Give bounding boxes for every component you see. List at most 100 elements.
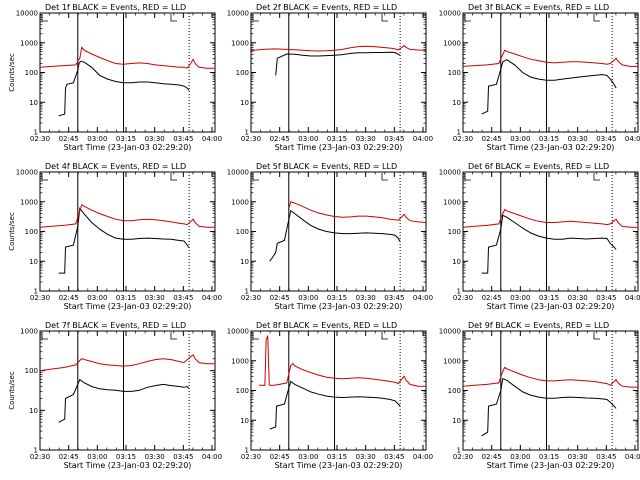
chart-title: Det 1f BLACK = Events, RED = LLD — [45, 3, 186, 12]
x-tick-label: 04:00 — [202, 453, 222, 461]
x-axis-label: Start Time (23-Jan-03 02:29:20) — [275, 143, 403, 152]
y-tick-label: 10 — [240, 417, 249, 425]
lld-series-line — [462, 366, 638, 388]
bracket-mark — [170, 332, 177, 340]
x-tick-label: 03:30 — [568, 294, 588, 302]
x-tick-label: 02:30 — [30, 294, 50, 302]
y-tick-label: 10000 — [439, 169, 461, 177]
x-tick-label: 03:30 — [145, 135, 165, 143]
plot-frame — [250, 171, 427, 292]
y-tick-label: 10 — [29, 407, 38, 415]
events-series-line — [58, 378, 190, 423]
y-tick-label: 10 — [29, 99, 38, 107]
events-series-line — [481, 59, 617, 115]
lld-series-line — [462, 49, 638, 67]
x-tick-label: 03:00 — [510, 135, 530, 143]
chart-panel-1: 1 10 100 1000 10000 02:30 02:45 03:00 03:15 03:30… — [8, 3, 222, 152]
plot-frame — [462, 330, 639, 451]
lld-series-line — [39, 46, 215, 69]
y-tick-label: 1 — [457, 129, 461, 137]
x-axis-label: Start Time (23-Jan-03 02:29:20) — [64, 302, 192, 311]
x-tick-label: 04:00 — [202, 294, 222, 302]
x-tick-label: 03:45 — [596, 294, 616, 302]
bracket-mark — [593, 332, 600, 340]
chart-title: Det 3f BLACK = Events, RED = LLD — [468, 3, 609, 12]
x-tick-label: 02:30 — [241, 135, 261, 143]
x-axis-label: Start Time (23-Jan-03 02:29:20) — [487, 302, 615, 311]
y-tick-label: 1 — [457, 288, 461, 296]
chart-title: Det 9f BLACK = Events, RED = LLD — [468, 321, 609, 330]
y-tick-label: 10 — [240, 258, 249, 266]
plot-frame — [462, 171, 639, 292]
bracket-mark — [170, 173, 177, 181]
y-tick-label: 1 — [457, 447, 461, 455]
x-tick-label: 03:00 — [87, 135, 107, 143]
x-tick-label: 02:45 — [482, 294, 502, 302]
x-tick-label: 03:45 — [173, 135, 193, 143]
x-tick-label: 03:15 — [539, 135, 559, 143]
bracket-mark — [381, 173, 388, 181]
bracket-mark — [464, 14, 471, 22]
x-tick-label: 03:30 — [568, 453, 588, 461]
x-tick-label: 03:45 — [384, 453, 404, 461]
bracket-mark — [252, 173, 259, 181]
bracket-mark — [252, 14, 259, 22]
lld-series-line — [288, 201, 427, 223]
chart-title: Det 2f BLACK = Events, RED = LLD — [256, 3, 397, 12]
y-tick-label: 10000 — [439, 328, 461, 336]
y-tick-label: 10 — [452, 417, 461, 425]
y-tick-label: 100 — [25, 69, 38, 77]
lld-series-line — [39, 354, 215, 372]
x-tick-label: 03:45 — [384, 294, 404, 302]
lld-series-line — [39, 203, 215, 228]
chart-panel-8: 1 10 100 1000 10000 02:30 02:45 03:00 03:15 03:30… — [227, 321, 433, 470]
x-axis-label: Start Time (23-Jan-03 02:29:20) — [275, 461, 403, 470]
x-tick-label: 03:45 — [596, 135, 616, 143]
x-tick-label: 02:45 — [270, 135, 290, 143]
y-tick-label: 1 — [34, 288, 38, 296]
plot-frame — [39, 171, 216, 292]
bracket-mark — [252, 332, 259, 340]
x-tick-label: 02:45 — [59, 453, 79, 461]
x-tick-label: 02:30 — [30, 135, 50, 143]
y-tick-label: 1000 — [443, 39, 461, 47]
y-tick-label: 100 — [25, 228, 38, 236]
y-tick-label: 1 — [34, 447, 38, 455]
x-tick-label: 03:45 — [173, 294, 193, 302]
bracket-mark — [381, 14, 388, 22]
y-tick-label: 1000 — [231, 198, 249, 206]
x-tick-label: 02:30 — [453, 135, 473, 143]
x-tick-label: 04:00 — [625, 294, 640, 302]
y-tick-label: 1000 — [20, 198, 38, 206]
x-tick-label: 04:00 — [202, 135, 222, 143]
x-axis-label: Start Time (23-Jan-03 02:29:20) — [275, 302, 403, 311]
bracket-mark — [41, 173, 48, 181]
x-tick-label: 02:45 — [270, 453, 290, 461]
x-tick-label: 02:30 — [241, 453, 261, 461]
x-tick-label: 02:30 — [241, 294, 261, 302]
bracket-mark — [464, 173, 471, 181]
plot-frame — [250, 330, 427, 451]
chart-title: Det 8f BLACK = Events, RED = LLD — [256, 321, 397, 330]
plot-frame — [250, 12, 427, 133]
y-tick-label: 100 — [448, 228, 461, 236]
chart-panel-5: 1 10 100 1000 10000 02:30 02:45 03:00 03:15 03:30… — [227, 162, 433, 311]
x-tick-label: 03:15 — [116, 135, 136, 143]
y-tick-label: 100 — [448, 387, 461, 395]
plot-frame — [39, 12, 216, 133]
y-tick-label: 1 — [245, 288, 249, 296]
y-tick-label: 100 — [236, 387, 249, 395]
events-series-line — [481, 214, 617, 274]
y-axis-label: Counts/sec — [8, 53, 16, 92]
x-tick-label: 03:00 — [298, 135, 318, 143]
plot-frame — [39, 330, 216, 451]
bracket-mark — [593, 173, 600, 181]
x-tick-label: 04:00 — [413, 294, 433, 302]
bracket-mark — [464, 332, 471, 340]
y-tick-label: 1 — [34, 129, 38, 137]
x-tick-label: 03:30 — [356, 294, 376, 302]
x-tick-label: 02:45 — [270, 294, 290, 302]
x-tick-label: 02:30 — [30, 453, 50, 461]
x-tick-label: 03:15 — [116, 294, 136, 302]
